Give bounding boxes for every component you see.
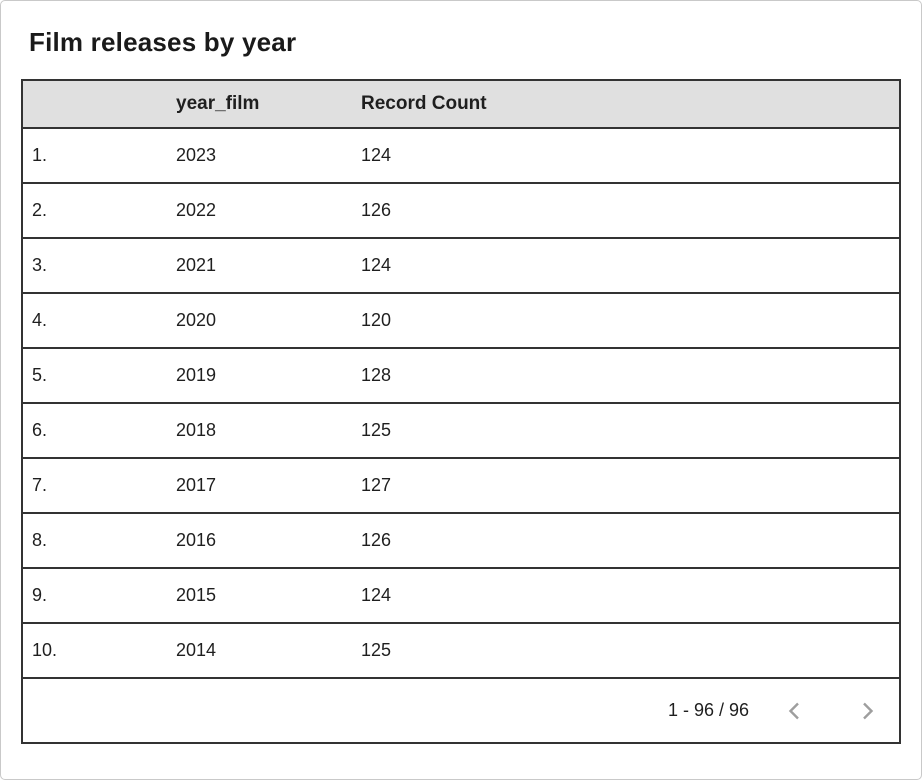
row-year-film: 2019 <box>176 365 217 385</box>
header-record-count: Record Count <box>361 93 487 114</box>
row-index: 1. <box>32 145 48 165</box>
pagination-bar: 1 - 96 / 96 <box>23 677 899 742</box>
row-index: 4. <box>32 310 48 330</box>
table-row: 1. 2023 124 <box>23 127 899 182</box>
row-year-film: 2015 <box>176 585 217 605</box>
pagination-next-button[interactable] <box>845 689 889 733</box>
row-index: 10. <box>32 640 58 660</box>
chevron-right-icon <box>855 699 879 723</box>
table-row: 6. 2018 125 <box>23 402 899 457</box>
chevron-left-icon <box>783 699 807 723</box>
pagination-prev-button[interactable] <box>773 689 817 733</box>
data-table: year_film Record Count 1. 2023 124 2. 2022 12… <box>21 79 901 744</box>
row-year-film: 2020 <box>176 310 217 330</box>
row-record-count: 128 <box>361 365 392 385</box>
row-index: 3. <box>32 255 48 275</box>
table-row: 2. 2022 126 <box>23 182 899 237</box>
page-title: Film releases by year <box>29 27 297 57</box>
row-year-film: 2022 <box>176 200 217 220</box>
pagination-range: 1 - 96 / 96 <box>667 700 749 720</box>
header-year-film: year_film <box>176 93 260 114</box>
row-year-film: 2018 <box>176 420 217 440</box>
row-record-count: 124 <box>361 585 392 605</box>
row-year-film: 2023 <box>176 145 217 165</box>
table-row: 8. 2016 126 <box>23 512 899 567</box>
table-row: 7. 2017 127 <box>23 457 899 512</box>
row-record-count: 125 <box>361 640 392 660</box>
table-row: 10. 2014 125 <box>23 622 899 677</box>
table-header-row: year_film Record Count <box>23 81 899 127</box>
row-record-count: 126 <box>361 530 392 550</box>
row-index: 2. <box>32 200 48 220</box>
row-index: 9. <box>32 585 48 605</box>
table-row: 4. 2020 120 <box>23 292 899 347</box>
row-record-count: 120 <box>361 310 392 330</box>
row-year-film: 2021 <box>176 255 217 275</box>
row-record-count: 124 <box>361 255 392 275</box>
row-year-film: 2014 <box>176 640 217 660</box>
row-record-count: 126 <box>361 200 392 220</box>
row-index: 7. <box>32 475 48 495</box>
row-record-count: 127 <box>361 475 392 495</box>
row-record-count: 125 <box>361 420 392 440</box>
row-year-film: 2017 <box>176 475 217 495</box>
table-row: 3. 2021 124 <box>23 237 899 292</box>
table-row: 9. 2015 124 <box>23 567 899 622</box>
row-year-film: 2016 <box>176 530 217 550</box>
row-index: 8. <box>32 530 48 550</box>
table-body: 1. 2023 124 2. 2022 126 3. 2021 124 4. 2020 120 5. 20… <box>23 127 899 677</box>
row-index: 5. <box>32 365 48 385</box>
table-row: 5. 2019 128 <box>23 347 899 402</box>
row-index: 6. <box>32 420 48 440</box>
row-record-count: 124 <box>361 145 392 165</box>
